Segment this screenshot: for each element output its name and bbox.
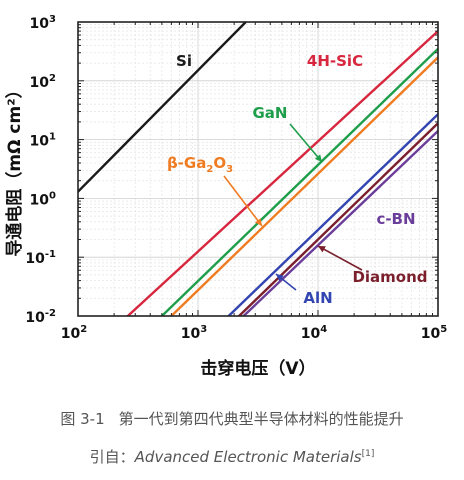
annotation-leader [317, 245, 363, 271]
annotation-arrowhead [314, 154, 322, 162]
series-annotation: 4H-SiC [307, 52, 363, 70]
figure-title: 第一代到第四代典型半导体材料的性能提升 [118, 410, 404, 428]
y-tick-label: 10-2 [25, 308, 56, 326]
series-annotation: Si [176, 52, 192, 70]
annotations: Si 4H-SiC GaN β-Ga2O3 c-BN Diamond AlN [167, 52, 428, 307]
x-tick-label: 103 [181, 324, 207, 342]
series-annotation: c-BN [376, 210, 415, 228]
annotation-arrowhead [254, 218, 262, 226]
series-layer [78, 22, 438, 316]
series-annotation: GaN [253, 104, 288, 122]
x-tick-label: 102 [61, 324, 87, 342]
source-name: Advanced Electronic Materials [134, 448, 362, 466]
x-axis-title: 击穿电压（V） [200, 358, 315, 379]
annotation-arrowhead [318, 246, 326, 253]
y-tick-label: 102 [30, 73, 56, 91]
grid [78, 22, 438, 316]
annotation-leader [223, 175, 263, 227]
ticks [77, 22, 438, 317]
source-ref: [1] [361, 449, 375, 459]
plot-frame [77, 21, 439, 317]
y-tick-label: 101 [30, 132, 56, 150]
y-tick-label: 100 [30, 190, 56, 208]
chart: 102 103 104 105 10-2 10-1 100 101 102 103 Si 4H-Si… [4, 14, 447, 379]
series-line [237, 122, 438, 316]
x-tick-label: 104 [301, 324, 327, 342]
series-line [78, 22, 247, 193]
series-line [227, 113, 438, 316]
series-line [170, 56, 438, 316]
figure-number: 图 3-1 [60, 410, 105, 428]
annotation-arrowhead [276, 274, 284, 282]
series-line [126, 29, 438, 316]
tick-labels: 102 103 104 105 10-2 10-1 100 101 102 103 [25, 14, 447, 342]
series-annotation: Diamond [352, 268, 427, 286]
y-axis-title: 导通电阻（mΩ cm²） [4, 81, 25, 256]
y-tick-label: 103 [30, 14, 56, 32]
series-line [160, 47, 438, 316]
annotation-leader [289, 123, 323, 163]
series-annotation: AlN [303, 289, 332, 307]
series-annotation: β-Ga2O3 [167, 154, 233, 175]
figure-source: 引自：Advanced Electronic Materials[1] [0, 446, 464, 467]
figure-caption: 图 3-1 第一代到第四代典型半导体材料的性能提升 [0, 408, 464, 429]
series-line [242, 129, 438, 316]
x-tick-label: 105 [421, 324, 447, 342]
source-prefix: 引自： [89, 448, 135, 466]
y-tick-label: 10-1 [25, 249, 56, 267]
